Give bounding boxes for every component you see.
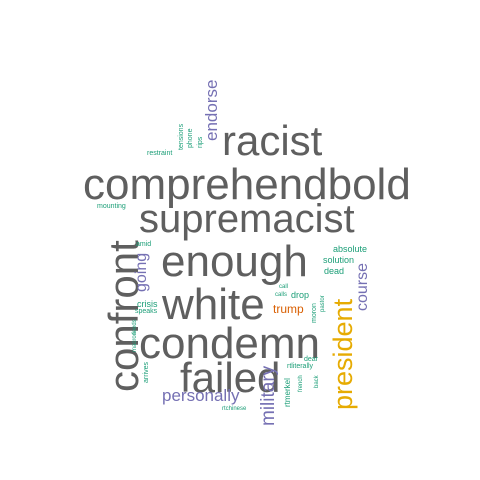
word-moron: moron bbox=[311, 303, 318, 323]
word-endorse: endorse bbox=[202, 79, 221, 141]
word-phone: phone bbox=[187, 128, 194, 148]
word-restraint: restraint bbox=[147, 150, 173, 157]
word-arrives: arrives bbox=[143, 361, 150, 383]
word-call: call bbox=[279, 284, 289, 290]
word-solution: solution bbox=[323, 255, 355, 265]
word-course: course bbox=[354, 262, 371, 311]
word-dead: dead bbox=[324, 266, 345, 276]
word-drop: drop bbox=[291, 290, 310, 300]
word-going: going bbox=[133, 252, 150, 292]
word-trump: trump bbox=[273, 302, 304, 316]
word-mounting: mounting bbox=[97, 203, 126, 210]
word-feeds: feeds bbox=[132, 319, 138, 334]
word-speaks: speaks bbox=[135, 308, 158, 315]
word-amid: amid bbox=[136, 241, 152, 248]
word-racist: racist bbox=[222, 117, 323, 164]
word-pastor: pastor bbox=[320, 295, 326, 312]
word-dear: dear bbox=[304, 356, 319, 363]
word-absolute: absolute bbox=[333, 244, 368, 254]
word-french: french bbox=[298, 375, 304, 392]
word-failed: failed bbox=[180, 354, 281, 401]
word-rips: rips bbox=[197, 136, 204, 148]
word-enough: enough bbox=[161, 237, 308, 286]
word-rtliterally: rtliterally bbox=[287, 363, 314, 370]
word-macron: macron bbox=[132, 331, 138, 352]
word-rtchinese: rtchinese bbox=[222, 406, 247, 412]
word-condemn: condemn bbox=[139, 319, 321, 368]
word-rtmerkel: rtmerkel bbox=[283, 378, 292, 407]
word-white: white bbox=[162, 280, 265, 329]
word-military: military bbox=[258, 365, 279, 426]
word-supremacist: supremacist bbox=[139, 197, 355, 241]
word-back: back bbox=[314, 375, 320, 388]
word-tensions: tensions bbox=[178, 123, 185, 150]
word-comprehendbold: comprehendbold bbox=[83, 160, 411, 209]
word-crisis: crisis bbox=[137, 299, 158, 309]
word-calls: calls bbox=[275, 292, 288, 298]
word-personally: personally bbox=[162, 386, 240, 405]
word-president: president bbox=[328, 298, 358, 410]
